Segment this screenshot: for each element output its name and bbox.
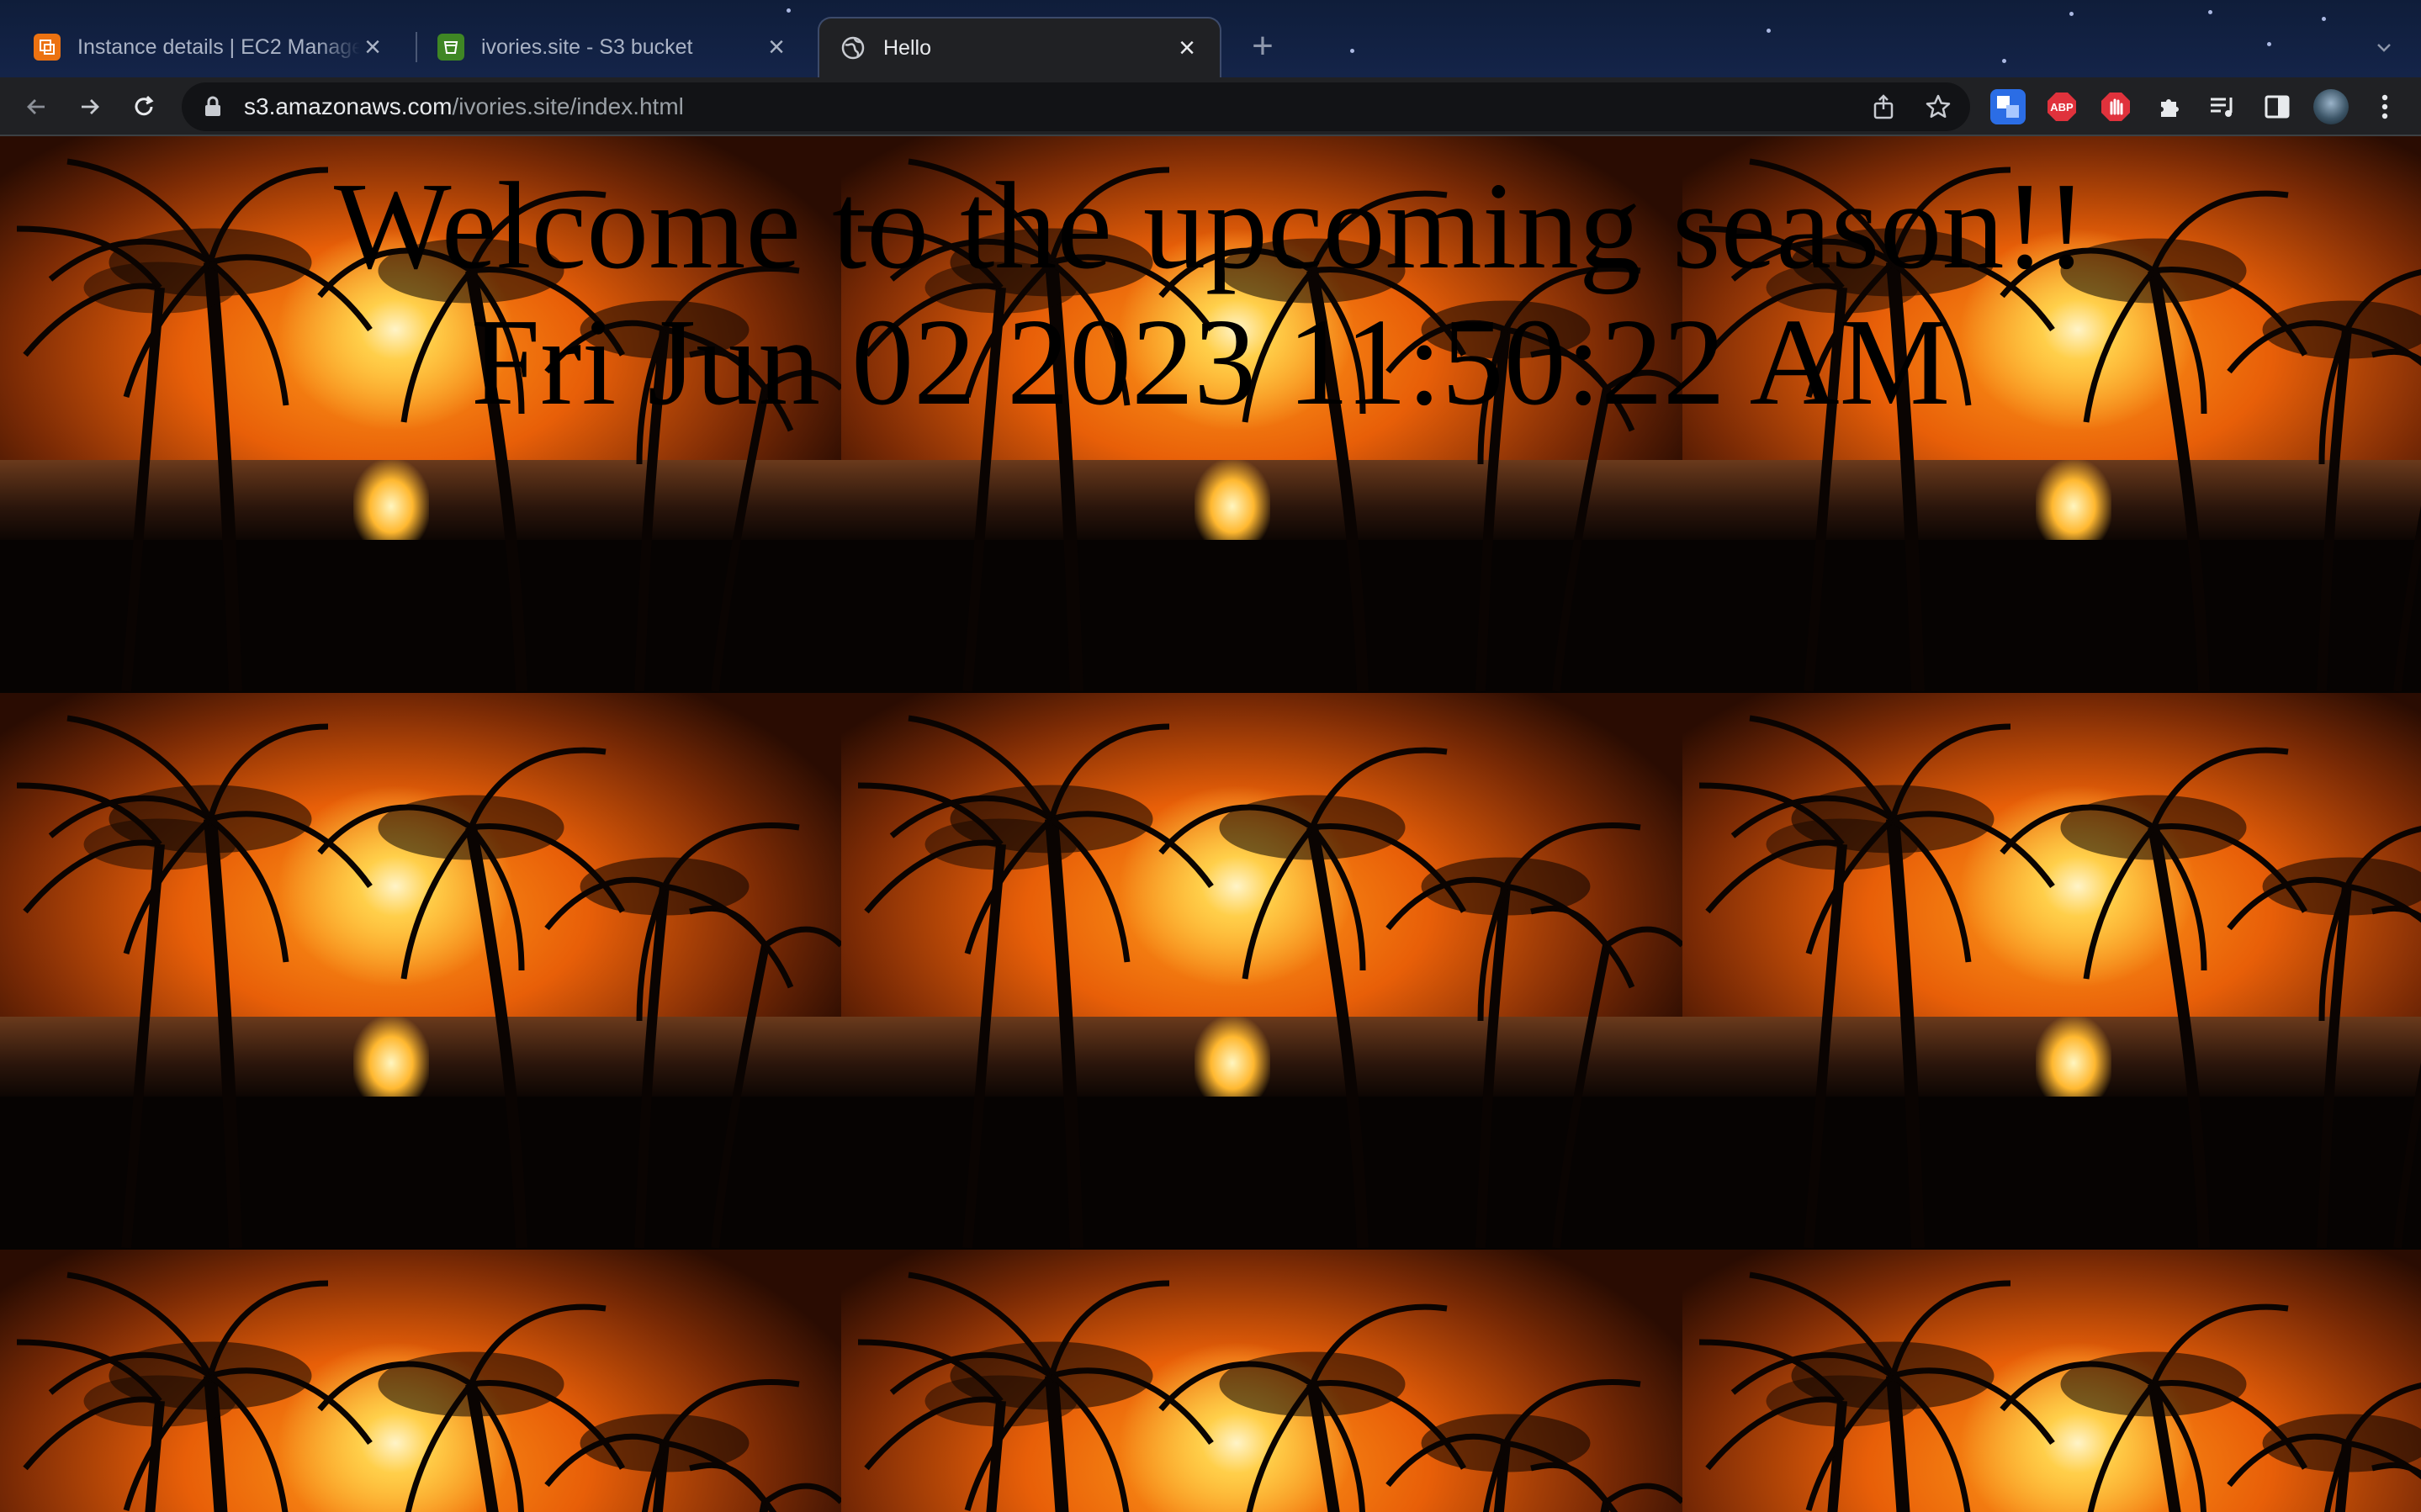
sunset-image-tile <box>841 693 1682 1250</box>
decor-star <box>1350 49 1354 53</box>
sunset-image-tile <box>0 1250 841 1512</box>
background-tiles <box>0 136 2421 1512</box>
browser-toolbar: s3.amazonaws.com/ivories.site/index.html… <box>0 77 2421 136</box>
page-headline: Welcome to the upcoming season!! <box>333 157 2088 295</box>
close-icon[interactable]: × <box>364 31 381 63</box>
close-icon[interactable]: × <box>768 31 785 63</box>
reload-button[interactable] <box>123 86 165 128</box>
url-host: s3.amazonaws.com <box>244 93 453 119</box>
bookmark-star-icon[interactable] <box>1921 90 1955 124</box>
web-page: Welcome to the upcoming season!! Fri Jun… <box>0 136 2421 1512</box>
sunset-image-tile <box>1682 1250 2421 1512</box>
back-button[interactable] <box>15 86 57 128</box>
decor-star <box>2002 59 2006 63</box>
decor-star <box>2267 42 2271 46</box>
address-bar[interactable]: s3.amazonaws.com/ivories.site/index.html <box>182 82 1970 131</box>
sunset-image-tile <box>1682 136 2421 693</box>
sunset-image-tile <box>1682 693 2421 1250</box>
tab-title: Hello <box>883 35 931 60</box>
decor-star <box>2322 17 2326 21</box>
decor-star <box>2208 10 2212 14</box>
close-icon[interactable]: × <box>1179 32 1195 64</box>
tab-strip: Instance details | EC2 Management Consol… <box>0 0 2421 77</box>
url-text: s3.amazonaws.com/ivories.site/index.html <box>244 93 684 120</box>
lock-icon[interactable] <box>200 94 225 119</box>
tab-s3-bucket[interactable]: ivories.site - S3 bucket × <box>417 17 809 77</box>
reload-icon <box>135 95 154 116</box>
sunset-image-tile <box>841 136 1682 693</box>
arrow-right-icon <box>82 99 99 114</box>
tab-title: Instance details | EC2 Management Consol… <box>77 34 360 59</box>
url-path: /ivories.site/index.html <box>452 93 684 119</box>
extensions-puzzle-icon[interactable] <box>2152 89 2187 124</box>
globe-icon <box>840 34 866 61</box>
profile-avatar[interactable] <box>2313 89 2349 124</box>
decor-star <box>1767 29 1771 33</box>
abp-label: ABP <box>2050 100 2074 114</box>
tab-ec2-instance-details[interactable]: Instance details | EC2 Management Consol… <box>13 17 405 77</box>
forward-button[interactable] <box>69 86 111 128</box>
new-tab-button[interactable]: + <box>1252 25 1274 66</box>
ec2-icon <box>34 34 61 61</box>
adblock-plus-extension-icon[interactable]: ABP <box>2044 89 2079 124</box>
tab-search-chevron-icon[interactable] <box>2365 29 2402 66</box>
arrow-left-icon <box>27 99 45 114</box>
tab-title: ivories.site - S3 bucket <box>481 34 693 59</box>
sunset-image-tile <box>0 693 841 1250</box>
side-panel-icon[interactable] <box>2259 89 2295 124</box>
tab-separator <box>416 32 417 62</box>
page-datetime: Fri Jun 02 2023 11:50:22 AM <box>470 293 1951 431</box>
decor-star <box>787 8 791 13</box>
translate-extension-icon[interactable] <box>1990 89 2026 124</box>
adblock-hand-extension-icon[interactable] <box>2098 89 2133 124</box>
tab-hello[interactable]: Hello × <box>818 17 1221 77</box>
share-icon[interactable] <box>1867 90 1900 124</box>
reading-list-icon[interactable] <box>2206 89 2241 124</box>
decor-star <box>2069 12 2074 16</box>
s3-icon <box>437 34 464 61</box>
kebab-menu-icon[interactable] <box>2367 89 2402 124</box>
sunset-image-tile <box>0 136 841 693</box>
sunset-image-tile <box>841 1250 1682 1512</box>
